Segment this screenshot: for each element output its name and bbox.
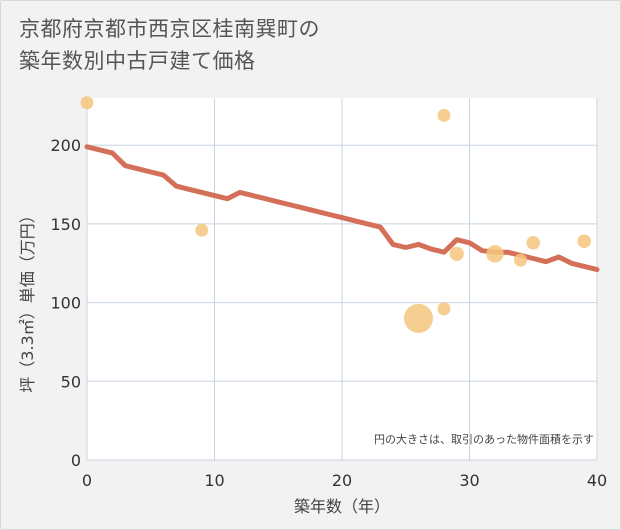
y-tick-label-4: 200: [50, 136, 81, 155]
y-axis-label: 坪（3.3㎡）単価（万円）: [18, 207, 37, 392]
bubble-9: [577, 234, 592, 249]
bubble-1: [195, 223, 209, 237]
bubble-layer: [80, 96, 592, 333]
bubble-3: [437, 108, 451, 122]
chart-title: 京都府京都市西京区桂南巽町の 築年数別中古戸建て価格: [19, 13, 579, 77]
y-tick-label-2: 100: [50, 294, 81, 313]
trend-line-layer: [84, 144, 600, 273]
y-tick-label-3: 150: [50, 215, 81, 234]
x-tick-label-2: 20: [332, 471, 352, 490]
size-note: 円の大きさは、取引のあった物件面積を示す: [374, 432, 594, 446]
bubble-5: [449, 246, 464, 261]
bubble-8: [526, 235, 541, 250]
bubble-0: [80, 96, 94, 110]
y-tick-label-1: 50: [61, 372, 81, 391]
x-tick-label-3: 30: [459, 471, 479, 490]
x-axis-label: 築年数（年）: [294, 497, 390, 516]
trend-line: [84, 144, 600, 273]
x-tick-label-1: 10: [204, 471, 224, 490]
x-tick-label-0: 0: [82, 471, 92, 490]
bubble-7: [514, 253, 527, 267]
grid-lines: [86, 98, 598, 461]
x-tick-label-4: 40: [587, 471, 607, 490]
tick-labels: 0 10 20 30 40 0 50 100 150 200: [50, 136, 607, 490]
title-line-2: 築年数別中古戸建て価格: [19, 49, 256, 73]
bubble-4: [437, 302, 451, 316]
y-tick-label-0: 0: [71, 451, 81, 470]
bubble-6: [486, 245, 504, 263]
title-line-1: 京都府京都市西京区桂南巽町の: [19, 17, 320, 41]
bubble-2: [403, 303, 434, 333]
